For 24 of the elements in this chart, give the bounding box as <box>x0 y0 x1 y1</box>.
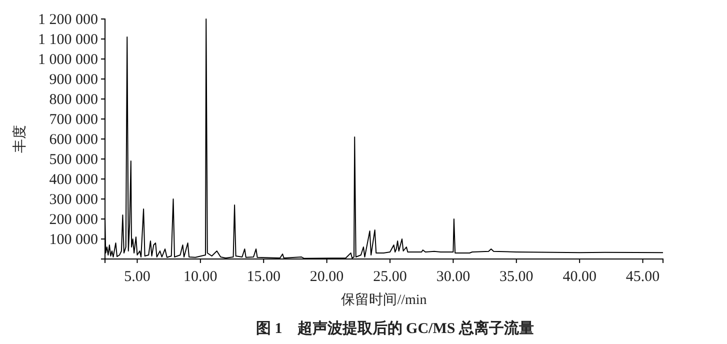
y-tick-label: 1 000 000 <box>38 52 98 68</box>
x-tick-label: 30.00 <box>436 269 470 285</box>
y-tick-label: 1 200 000 <box>38 12 98 28</box>
y-tick-label: 300 000 <box>49 192 98 208</box>
y-tick-label: 800 000 <box>49 92 98 108</box>
y-tick-label: 200 000 <box>49 212 98 228</box>
y-tick-label: 700 000 <box>49 112 98 128</box>
x-tick-label: 25.00 <box>373 269 407 285</box>
y-tick-label: 1 100 000 <box>38 32 98 48</box>
x-axis-title: 保留时间//min <box>341 292 427 308</box>
y-tick-label: 500 000 <box>49 152 98 168</box>
x-tick-label: 45.00 <box>626 269 660 285</box>
y-tick-label: 100 000 <box>49 232 98 248</box>
y-tick-label: 400 000 <box>49 172 98 188</box>
x-tick-label: 40.00 <box>562 269 596 285</box>
x-tick-label: 5.00 <box>124 269 150 285</box>
x-tick-label: 15.00 <box>246 269 280 285</box>
x-tick-label: 35.00 <box>500 269 534 285</box>
y-axis-title: 丰度 <box>12 125 28 153</box>
y-tick-label: 600 000 <box>49 132 98 148</box>
y-tick-label: 900 000 <box>49 72 98 88</box>
x-tick-label: 10.00 <box>184 269 218 285</box>
text: 图 1 超声波提取后的 GC/MS 总离子流量 <box>256 319 534 337</box>
x-tick-label: 20.00 <box>310 269 344 285</box>
